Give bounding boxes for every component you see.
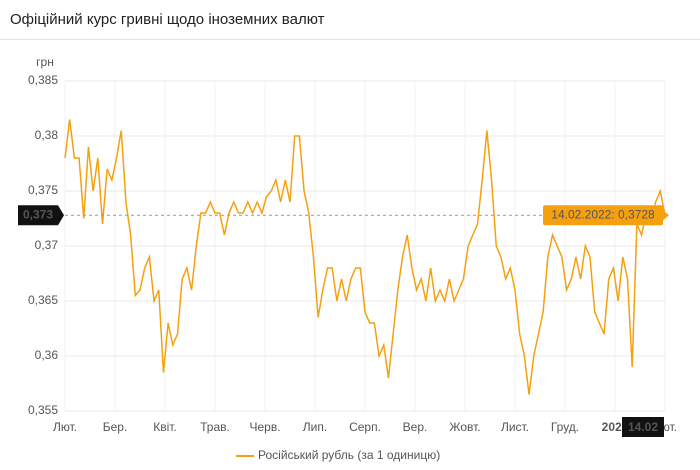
y-tick-label: 0,37 (35, 238, 59, 252)
tooltip-box (543, 205, 663, 226)
x-tick-label: Серп. (349, 420, 381, 434)
tooltip: 14.02.2022: 0,3728 (551, 207, 655, 221)
current-date: 14.02 (628, 420, 658, 434)
chart: грн 0,355 0,36 0,365 0,37 0,375 0,38 0,385 Лют.… (18, 55, 677, 462)
legend-label: Російський рубль (за 1 одиницю) (258, 448, 440, 462)
y-tick-label: 0,385 (28, 73, 58, 87)
current-badge (18, 205, 64, 226)
line-series (64, 119, 666, 395)
tooltip-arrow (663, 210, 669, 221)
y-tick-label: 0,38 (35, 128, 59, 142)
date-badge (622, 417, 664, 437)
x-tick-label: Лют. (53, 420, 77, 434)
x-tick-label: 2022 (602, 420, 629, 434)
y-axis-label: грн (36, 55, 54, 69)
y-tick-label: 0,365 (28, 293, 58, 307)
x-tick-label: Жовт. (449, 420, 480, 434)
y-tick-label: 0,375 (28, 183, 58, 197)
chart-title: Офіційний курс гривні щодо іноземних вал… (0, 0, 700, 40)
x-tick-label: Трав. (200, 420, 230, 434)
x-tick-label: Вер. (403, 420, 428, 434)
x-tick-label: Черв. (249, 420, 280, 434)
current-value-label: 0,373 (23, 207, 53, 221)
x-tick-label: Бер. (103, 420, 128, 434)
x-tick-label: Лист. (501, 420, 529, 434)
x-tick-label: Квіт. (153, 420, 177, 434)
y-tick-label: 0,36 (35, 348, 59, 362)
y-tick-label: 0,355 (28, 403, 58, 417)
x-tick-label: Груд. (551, 420, 579, 434)
x-tick-label: Лип. (303, 420, 327, 434)
